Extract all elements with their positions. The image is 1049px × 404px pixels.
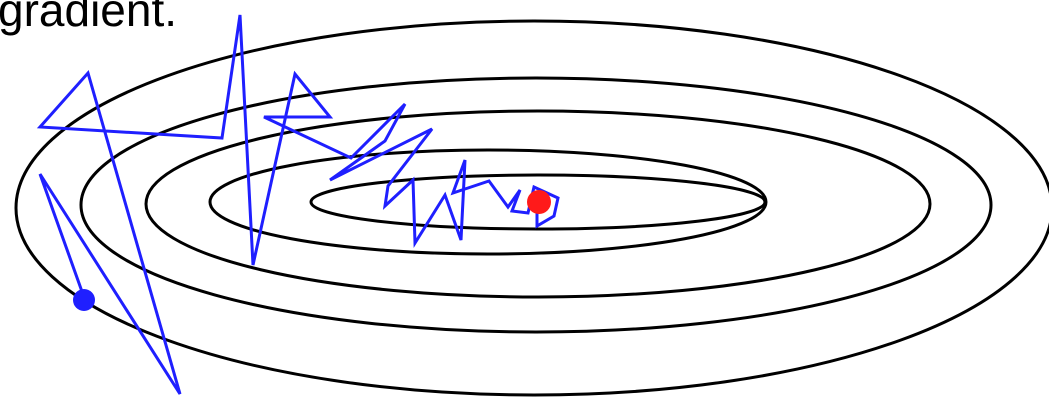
slide-title-fragment: gradient. xyxy=(0,0,178,36)
contour-ellipse-4 xyxy=(208,148,768,256)
contour-ellipse-inner xyxy=(309,173,767,231)
contour-ellipse-2 xyxy=(79,76,993,334)
contour-ellipse-3 xyxy=(144,109,932,299)
contour-lines xyxy=(14,19,1049,397)
optimum-point-marker xyxy=(527,190,551,214)
contour-ellipse-outer xyxy=(14,19,1049,397)
stochastic-descent-path xyxy=(36,14,560,395)
start-point-marker xyxy=(73,289,95,311)
